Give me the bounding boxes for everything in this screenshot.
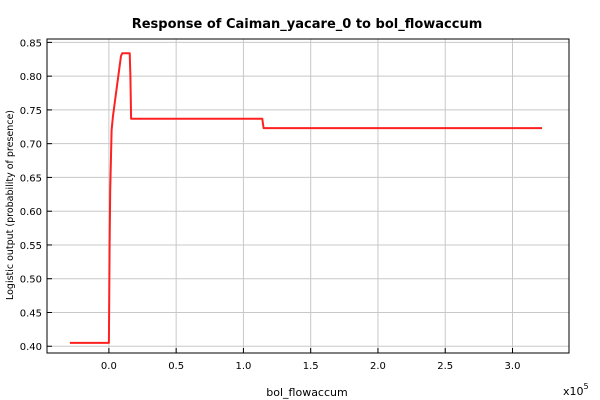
- plot-frame: [46, 38, 570, 354]
- x-tick-label: 1.0: [235, 361, 251, 372]
- y-tick-label: 0.85: [20, 38, 42, 49]
- x-tick-label: 3.0: [505, 361, 521, 372]
- chart-title: Response of Caiman_yacare_0 to bol_flowa…: [132, 17, 483, 32]
- x-tick-label: 1.5: [303, 361, 319, 372]
- y-tick-label: 0.75: [20, 106, 42, 117]
- x-axis-multiplier: x105: [563, 382, 589, 398]
- y-tick-label: 0.45: [20, 308, 42, 319]
- grid-layer: [47, 39, 569, 353]
- y-tick-label: 0.60: [20, 207, 42, 218]
- x-axis-multiplier-exponent: 5: [584, 382, 589, 391]
- x-tick-label: 2.5: [437, 361, 453, 372]
- response-line: [69, 52, 543, 344]
- x-tick-label: 2.0: [370, 361, 386, 372]
- x-axis-label: bol_flowaccum: [266, 386, 347, 399]
- y-tick-label: 0.70: [20, 140, 42, 151]
- y-axis-label: Logistic output (probability of presence…: [5, 110, 16, 300]
- x-tick-label: 0.0: [101, 361, 117, 372]
- tick-layer: 0.0 0.5 1.0 1.5 2.0 2.5 3.0 0.40 0.45 0.50 0.55 0.6…: [20, 38, 521, 372]
- x-axis-multiplier-base: x10: [563, 385, 584, 398]
- y-tick-label: 0.55: [20, 241, 42, 252]
- y-tick-label: 0.40: [20, 342, 42, 353]
- series-layer: [69, 52, 543, 344]
- y-tick-label: 0.65: [20, 173, 42, 184]
- y-tick-label: 0.80: [20, 72, 42, 83]
- x-tick-label: 0.5: [168, 361, 184, 372]
- y-tick-label: 0.50: [20, 275, 42, 286]
